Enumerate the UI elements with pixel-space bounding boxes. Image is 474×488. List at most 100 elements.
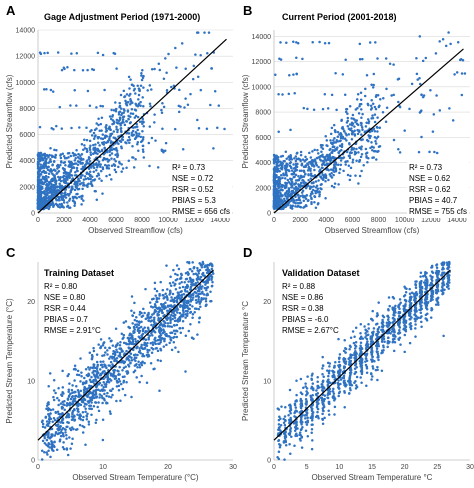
scatter-point xyxy=(377,149,380,153)
scatter-point xyxy=(202,293,206,296)
scatter-point xyxy=(94,143,97,146)
scatter-point xyxy=(59,175,62,179)
scatter-point xyxy=(288,161,292,165)
scatter-point xyxy=(348,142,351,145)
scatter-point xyxy=(129,78,132,81)
scatter-point xyxy=(82,183,86,186)
scatter-point xyxy=(148,334,151,338)
scatter-point xyxy=(205,288,208,292)
scatter-point xyxy=(137,93,141,97)
scatter-point xyxy=(115,67,118,70)
scatter-point xyxy=(285,41,288,44)
scatter-point xyxy=(131,144,134,148)
scatter-point xyxy=(181,326,185,330)
scatter-point xyxy=(171,314,175,317)
scatter-point xyxy=(340,145,344,149)
scatter-point xyxy=(273,186,276,189)
scatter-point xyxy=(153,113,156,116)
scatter-point xyxy=(104,351,107,354)
scatter-point xyxy=(161,102,164,105)
scatter-point xyxy=(338,168,342,171)
scatter-point xyxy=(429,88,432,92)
scatter-point xyxy=(86,89,90,93)
scatter-point xyxy=(111,119,115,122)
scatter-point xyxy=(347,392,351,395)
scatter-point xyxy=(45,423,49,427)
scatter-point xyxy=(53,148,56,152)
scatter-point xyxy=(365,138,369,142)
scatter-point xyxy=(170,331,174,335)
scatter-point xyxy=(141,130,144,133)
scatter-point xyxy=(135,135,138,139)
scatter-point xyxy=(59,156,63,160)
scatter-point xyxy=(203,265,207,268)
scatter-point xyxy=(97,117,100,120)
scatter-point xyxy=(355,147,358,151)
scatter-point xyxy=(404,330,408,333)
scatter-point xyxy=(120,113,123,117)
x-tick-label: 0 xyxy=(36,464,40,471)
y-axis-label: Predicted Stream Temperature (°C) xyxy=(5,298,14,424)
scatter-point xyxy=(173,319,177,323)
scatter-point xyxy=(70,426,74,429)
scatter-point xyxy=(47,175,50,179)
panel-letter: A xyxy=(6,3,16,18)
scatter-point xyxy=(95,106,98,109)
scatter-point xyxy=(163,149,167,153)
scatter-point xyxy=(63,160,67,164)
scatter-point xyxy=(81,431,85,434)
scatter-point xyxy=(108,364,112,367)
scatter-point xyxy=(53,440,56,444)
scatter-point xyxy=(376,116,379,119)
scatter-point xyxy=(152,318,156,321)
scatter-point xyxy=(105,127,108,131)
scatter-point xyxy=(141,329,145,333)
scatter-point xyxy=(62,434,65,438)
scatter-point xyxy=(359,121,363,125)
scatter-point xyxy=(117,354,120,358)
scatter-point xyxy=(189,92,192,96)
scatter-point xyxy=(57,412,60,416)
scatter-point xyxy=(370,141,373,144)
scatter-point xyxy=(384,57,388,60)
scatter-point xyxy=(370,106,374,110)
scatter-point xyxy=(279,174,283,177)
scatter-point xyxy=(137,323,141,327)
scatter-point xyxy=(192,266,196,270)
scatter-point xyxy=(45,196,48,199)
scatter-point xyxy=(108,115,112,118)
scatter-point xyxy=(298,177,301,180)
scatter-point xyxy=(120,350,124,353)
scatter-point xyxy=(366,160,369,164)
scatter-point xyxy=(83,144,86,147)
scatter-point xyxy=(451,119,455,122)
scatter-point xyxy=(130,341,133,345)
scatter-point xyxy=(136,327,140,331)
scatter-point xyxy=(137,134,140,138)
scatter-point xyxy=(61,412,64,415)
scatter-point xyxy=(93,128,97,132)
scatter-point xyxy=(110,140,113,143)
scatter-point xyxy=(130,295,134,298)
scatter-point xyxy=(277,92,280,96)
x-axis-label: Observed Stream Temperature (°C) xyxy=(72,473,199,482)
scatter-point xyxy=(417,150,421,154)
scatter-point xyxy=(39,173,43,176)
scatter-point xyxy=(100,149,104,153)
scatter-point xyxy=(139,100,142,104)
scatter-point xyxy=(318,193,321,196)
scatter-point xyxy=(201,260,205,264)
scatter-point xyxy=(67,156,70,159)
scatter-point xyxy=(277,164,281,167)
scatter-point xyxy=(129,112,133,115)
scatter-point xyxy=(330,93,334,97)
scatter-point xyxy=(71,437,74,441)
scatter-point xyxy=(68,206,72,209)
scatter-point xyxy=(79,418,83,421)
scatter-point xyxy=(94,389,97,392)
scatter-point xyxy=(292,198,295,202)
scatter-point xyxy=(339,159,343,162)
scatter-point xyxy=(312,185,315,188)
scatter-point xyxy=(317,165,320,169)
scatter-point xyxy=(385,321,389,324)
